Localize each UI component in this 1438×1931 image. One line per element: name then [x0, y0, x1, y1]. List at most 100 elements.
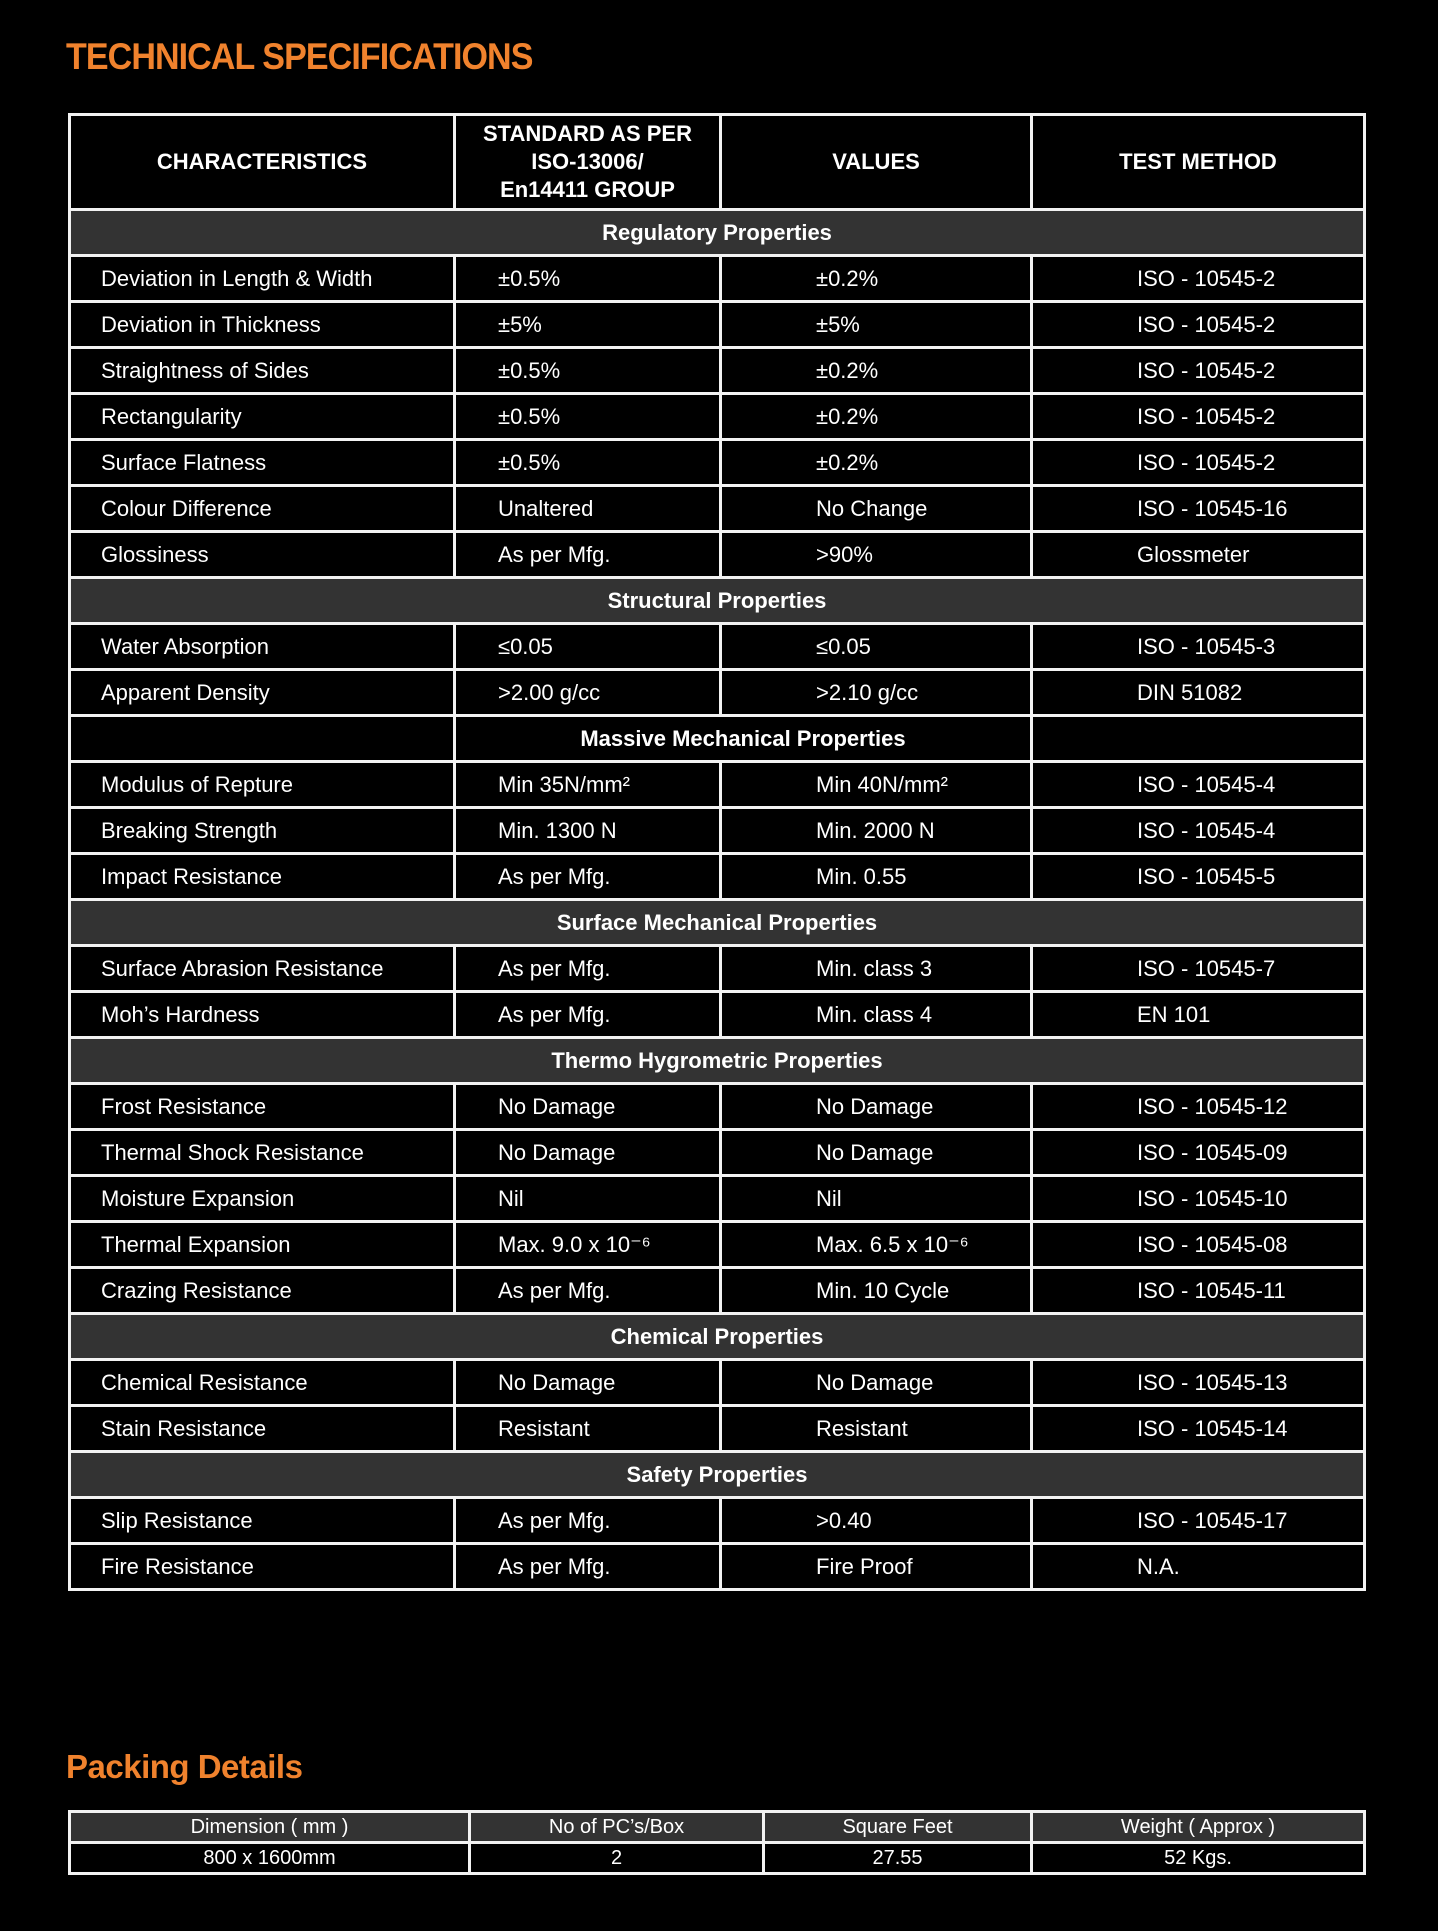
characteristic-cell: Surface Abrasion Resistance — [68, 944, 456, 993]
characteristic-cell: Stain Resistance — [68, 1404, 456, 1453]
test-method-cell: ISO - 10545-17 — [1030, 1496, 1366, 1545]
section-row: Safety Properties — [68, 1450, 1366, 1499]
packing-header-weight: Weight ( Approx ) — [1030, 1810, 1366, 1844]
standard-value-cell: As per Mfg. — [453, 1496, 722, 1545]
test-method-cell: Glossmeter — [1030, 530, 1366, 579]
standard-value-cell: As per Mfg. — [453, 852, 722, 901]
standard-value-cell: As per Mfg. — [453, 944, 722, 993]
characteristic-cell: Moisture Expansion — [68, 1174, 456, 1223]
table-row: Moisture Expansion Nil Nil ISO - 10545-10 — [68, 1174, 1366, 1223]
characteristic-cell: Impact Resistance — [68, 852, 456, 901]
characteristic-cell: Crazing Resistance — [68, 1266, 456, 1315]
characteristic-cell: Slip Resistance — [68, 1496, 456, 1545]
standard-value-cell: ±5% — [453, 300, 722, 349]
packing-header-square-feet: Square Feet — [762, 1810, 1033, 1844]
packing-title: Packing Details — [66, 1748, 303, 1785]
standard-value-cell: As per Mfg. — [453, 990, 722, 1039]
characteristic-cell: Straightness of Sides — [68, 346, 456, 395]
test-method-cell: ISO - 10545-7 — [1030, 944, 1366, 993]
value-cell: ±0.2% — [719, 392, 1033, 441]
packing-weight: 52 Kgs. — [1030, 1841, 1366, 1875]
standard-value-cell: No Damage — [453, 1358, 722, 1407]
table-row: Colour Difference Unaltered No Change ISO -… — [68, 484, 1366, 533]
table-row: Chemical Resistance No Damage No Damage ISO… — [68, 1358, 1366, 1407]
standard-value-cell: Resistant — [453, 1404, 722, 1453]
value-cell: ±0.2% — [719, 346, 1033, 395]
characteristic-cell: Apparent Density — [68, 668, 456, 717]
value-cell: Min. 2000 N — [719, 806, 1033, 855]
value-cell: No Damage — [719, 1128, 1033, 1177]
packing-details-table: Dimension ( mm ) No of PC’s/Box Square F… — [68, 1810, 1366, 1875]
standard-value-cell: As per Mfg. — [453, 530, 722, 579]
characteristic-cell: Colour Difference — [68, 484, 456, 533]
packing-pcs-per-box: 2 — [468, 1841, 765, 1875]
characteristic-cell: Water Absorption — [68, 622, 456, 671]
test-method-cell: ISO - 10545-4 — [1030, 806, 1366, 855]
value-cell: Min. class 3 — [719, 944, 1033, 993]
standard-value-cell: ≤0.05 — [453, 622, 722, 671]
empty-cell — [1030, 714, 1366, 763]
value-cell: Min. 10 Cycle — [719, 1266, 1033, 1315]
test-method-cell: ISO - 10545-2 — [1030, 300, 1366, 349]
standard-value-cell: Unaltered — [453, 484, 722, 533]
characteristic-cell: Thermal Expansion — [68, 1220, 456, 1269]
test-method-cell: ISO - 10545-2 — [1030, 438, 1366, 487]
value-cell: Nil — [719, 1174, 1033, 1223]
table-row: Apparent Density >2.00 g/cc >2.10 g/cc DIN … — [68, 668, 1366, 717]
standard-value-cell: Max. 9.0 x 10⁻⁶ — [453, 1220, 722, 1269]
characteristic-cell: Deviation in Length & Width — [68, 254, 456, 303]
characteristic-cell: Fire Resistance — [68, 1542, 456, 1591]
value-cell: ±0.2% — [719, 438, 1033, 487]
table-row: Thermal Expansion Max. 9.0 x 10⁻⁶ Max. 6.5… — [68, 1220, 1366, 1269]
characteristic-cell: Breaking Strength — [68, 806, 456, 855]
table-row: Surface Flatness ±0.5% ±0.2% ISO - 10545-2 — [68, 438, 1366, 487]
value-cell: Min. class 4 — [719, 990, 1033, 1039]
characteristic-cell: Rectangularity — [68, 392, 456, 441]
standard-value-cell: Min 35N/mm² — [453, 760, 722, 809]
header-row: CHARACTERISTICS STANDARD AS PER ISO-13006… — [68, 113, 1366, 211]
table-row: Straightness of Sides ±0.5% ±0.2% ISO - 105… — [68, 346, 1366, 395]
table-row: Frost Resistance No Damage No Damage ISO - … — [68, 1082, 1366, 1131]
section-heading: Massive Mechanical Properties — [453, 714, 1033, 763]
test-method-cell: ISO - 10545-5 — [1030, 852, 1366, 901]
test-method-cell: ISO - 10545-4 — [1030, 760, 1366, 809]
table-row: Stain Resistance Resistant Resistant ISO - … — [68, 1404, 1366, 1453]
header-standard: STANDARD AS PER ISO-13006/En14411 GROUP — [453, 113, 722, 211]
test-method-cell: ISO - 10545-2 — [1030, 346, 1366, 395]
test-method-cell: ISO - 10545-08 — [1030, 1220, 1366, 1269]
value-cell: Max. 6.5 x 10⁻⁶ — [719, 1220, 1033, 1269]
test-method-cell: ISO - 10545-2 — [1030, 392, 1366, 441]
value-cell: No Damage — [719, 1358, 1033, 1407]
value-cell: Fire Proof — [719, 1542, 1033, 1591]
standard-value-cell: Nil — [453, 1174, 722, 1223]
section-heading: Chemical Properties — [68, 1312, 1366, 1361]
section-row: Chemical Properties — [68, 1312, 1366, 1361]
table-row: Deviation in Thickness ±5% ±5% ISO - 10545-… — [68, 300, 1366, 349]
characteristic-cell: Deviation in Thickness — [68, 300, 456, 349]
table-row: Slip Resistance As per Mfg. >0.40 ISO - 105… — [68, 1496, 1366, 1545]
section-heading: Thermo Hygrometric Properties — [68, 1036, 1366, 1085]
standard-value-cell: ±0.5% — [453, 438, 722, 487]
test-method-cell: EN 101 — [1030, 990, 1366, 1039]
value-cell: ≤0.05 — [719, 622, 1033, 671]
table-row: Fire Resistance As per Mfg. Fire Proof N.A. — [68, 1542, 1366, 1591]
packing-header-pcs-per-box: No of PC’s/Box — [468, 1810, 765, 1844]
test-method-cell: N.A. — [1030, 1542, 1366, 1591]
test-method-cell: ISO - 10545-12 — [1030, 1082, 1366, 1131]
table-row: Water Absorption ≤0.05 ≤0.05 ISO - 10545-3 — [68, 622, 1366, 671]
section-heading: Safety Properties — [68, 1450, 1366, 1499]
standard-value-cell: As per Mfg. — [453, 1266, 722, 1315]
value-cell: No Change — [719, 484, 1033, 533]
test-method-cell: ISO - 10545-13 — [1030, 1358, 1366, 1407]
table-row: Thermal Shock Resistance No Damage No Dama… — [68, 1128, 1366, 1177]
section-heading: Surface Mechanical Properties — [68, 898, 1366, 947]
section-heading: Regulatory Properties — [68, 208, 1366, 257]
standard-value-cell: ±0.5% — [453, 254, 722, 303]
table-row: Modulus of Repture Min 35N/mm² Min 40N/mm²… — [68, 760, 1366, 809]
value-cell: Min. 0.55 — [719, 852, 1033, 901]
value-cell: >2.10 g/cc — [719, 668, 1033, 717]
value-cell: Min 40N/mm² — [719, 760, 1033, 809]
characteristic-cell: Chemical Resistance — [68, 1358, 456, 1407]
characteristic-cell: Glossiness — [68, 530, 456, 579]
